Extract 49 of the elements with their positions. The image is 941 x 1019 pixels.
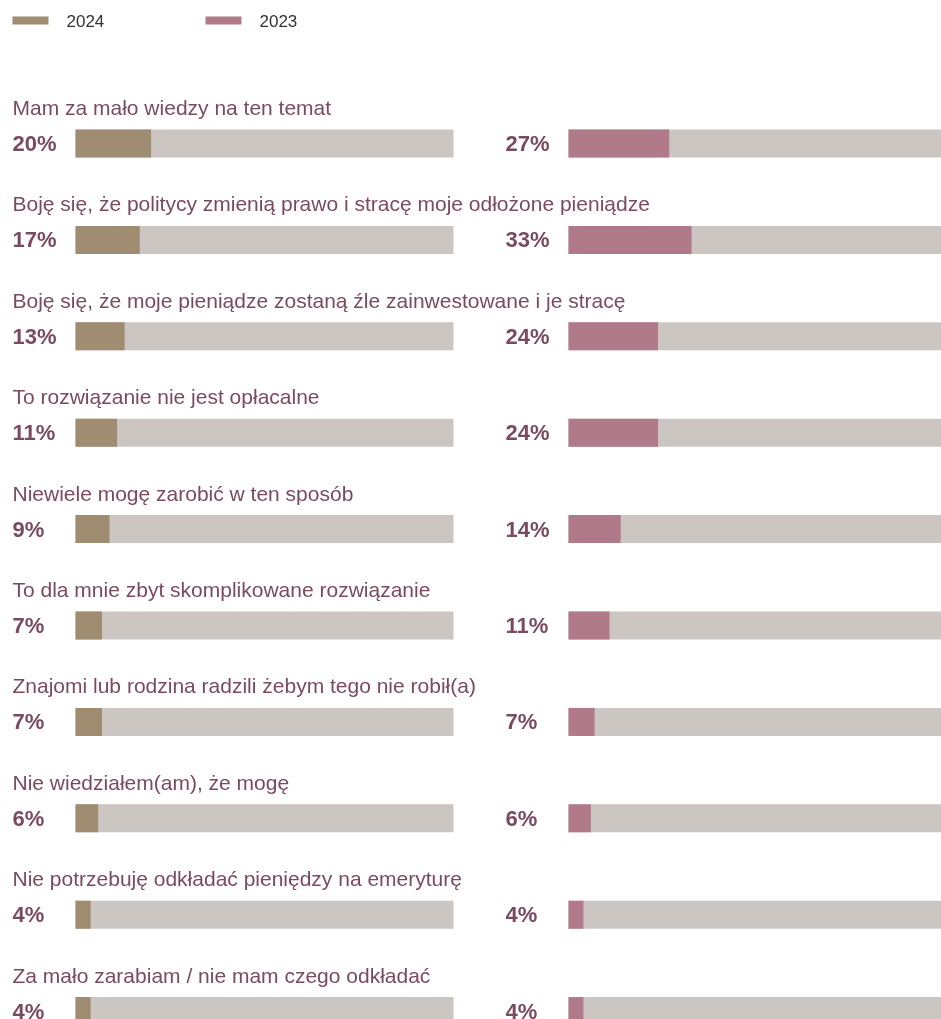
data-label: 4% [505, 902, 538, 928]
category-label: Niewiele mogę zarobić w ten sposób [12, 481, 354, 505]
category-label: Nie wiedziałem(am), że mogę [12, 770, 290, 794]
category-label: Boję się, że moje pieniądze zostaną źle zainwestowane i je stracę [12, 288, 626, 312]
category-label: Nie potrzebuję odkładać pieniędzy na emeryturę [12, 867, 462, 891]
category-label: Za mało zarabiam / nie mam czego odkładać [12, 963, 431, 987]
data-label: 33% [505, 227, 550, 253]
data-label: 4% [12, 998, 45, 1019]
data-label: 17% [12, 227, 57, 253]
bar [568, 418, 659, 447]
data-label: 14% [505, 516, 550, 542]
bar [75, 515, 110, 544]
bar [568, 611, 610, 640]
legend-label: 2024 [66, 11, 105, 31]
bar [568, 129, 670, 158]
bar [568, 900, 584, 929]
data-label: 7% [505, 709, 538, 735]
category-label: Mam za mało wiedzy na ten temat [12, 96, 332, 119]
data-label: 6% [12, 805, 45, 831]
bar [75, 322, 125, 351]
data-label: 24% [505, 323, 550, 349]
bar [568, 707, 595, 736]
bar [568, 804, 591, 833]
bar [75, 900, 91, 929]
bar [75, 129, 152, 158]
bar [75, 707, 102, 736]
bar [75, 804, 99, 833]
legend-label: 2023 [259, 11, 298, 31]
bar [568, 322, 659, 351]
category-label: To dla mnie zbyt skomplikowane rozwiązanie [12, 578, 431, 601]
data-label: 7% [12, 709, 45, 735]
data-label: 9% [12, 516, 45, 542]
bar [75, 225, 140, 254]
bar [75, 611, 102, 640]
bar [75, 418, 118, 447]
category-label: To rozwiązanie nie jest opłacalne [12, 385, 320, 409]
data-label: 13% [12, 323, 57, 349]
data-label: 4% [505, 998, 538, 1019]
data-label: 6% [505, 805, 538, 831]
data-label: 20% [12, 131, 57, 156]
data-label: 4% [12, 902, 45, 928]
data-label: 11% [12, 420, 56, 446]
data-label: 24% [505, 420, 550, 446]
data-label: 27% [505, 131, 550, 156]
data-label: 11% [505, 613, 549, 638]
data-label: 7% [12, 613, 45, 638]
category-label: Znajomi lub rodzina radzili żebym tego nie robił(a) [12, 674, 476, 698]
category-label: Boję się, że politycy zmienią prawo i stracę moje odłożone pieniądze [12, 192, 650, 216]
bar [568, 515, 621, 544]
